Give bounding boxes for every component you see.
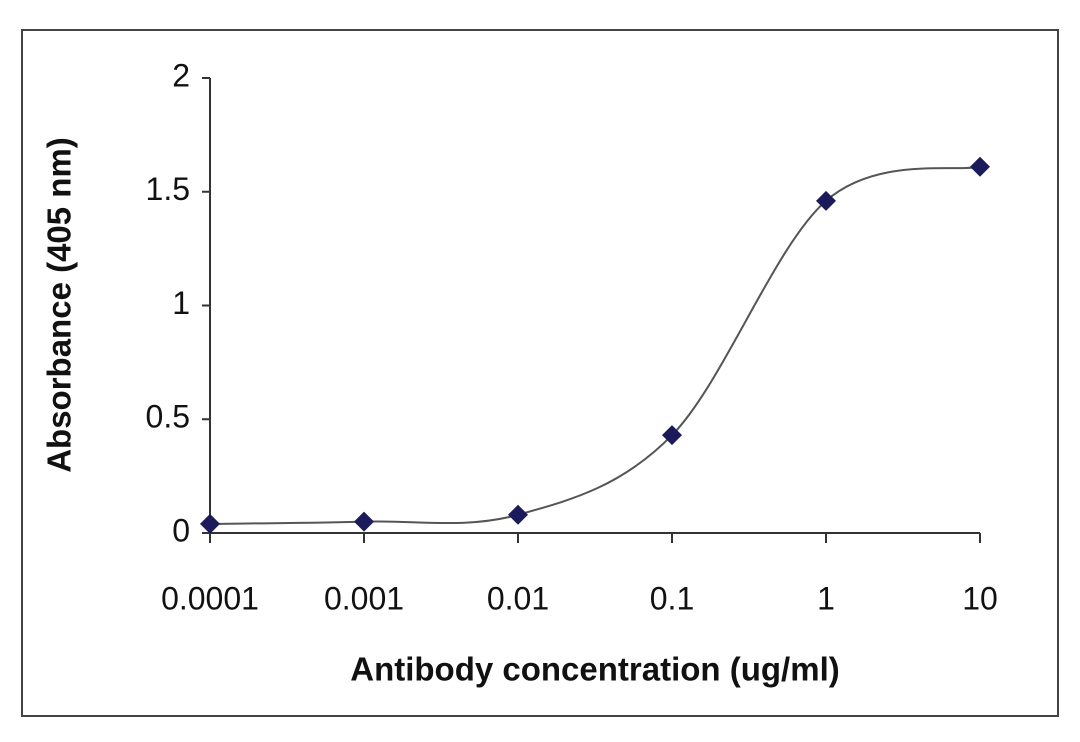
y-tick-label: 1 [172,285,190,321]
x-tick-label: 1 [817,580,835,616]
x-tick-label: 0.1 [650,580,694,616]
x-tick-label: 0.01 [487,580,549,616]
data-point [970,156,990,177]
data-point [816,190,836,211]
data-point [200,513,220,534]
x-tick-label: 0.001 [324,580,404,616]
data-point [354,511,374,532]
data-point [662,425,682,446]
chart-frame [21,29,1059,717]
y-tick-label: 0 [172,512,190,548]
y-tick-label: 1.5 [146,171,190,207]
x-tick-label: 10 [962,580,998,616]
x-axis-title: Antibody concentration (ug/ml) [350,651,839,688]
y-tick-label: 2 [172,57,190,93]
x-tick-label: 0.0001 [161,580,259,616]
y-tick-label: 0.5 [146,399,190,435]
y-axis-title: Absorbance (405 nm) [41,137,78,473]
data-point [508,504,528,525]
